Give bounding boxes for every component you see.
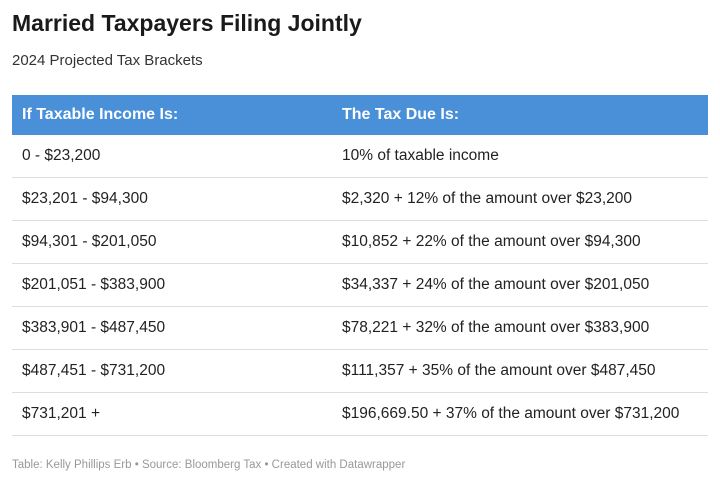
table-row: $23,201 - $94,300 $2,320 + 12% of the amo… bbox=[12, 177, 708, 221]
header-row: If Taxable Income Is: The Tax Due Is: bbox=[12, 95, 708, 135]
table-cell: $383,901 - $487,450 bbox=[12, 306, 332, 350]
table-cell: $731,201 + bbox=[12, 392, 332, 436]
table-row: $201,051 - $383,900 $34,337 + 24% of the … bbox=[12, 263, 708, 307]
table-cell: $94,301 - $201,050 bbox=[12, 220, 332, 264]
table-cell: 10% of taxable income bbox=[332, 135, 708, 178]
table-cell: $34,337 + 24% of the amount over $201,05… bbox=[332, 263, 708, 307]
table-cell: 0 - $23,200 bbox=[12, 135, 332, 178]
table-cell: $23,201 - $94,300 bbox=[12, 177, 332, 221]
table-cell: $487,451 - $731,200 bbox=[12, 349, 332, 393]
column-header: The Tax Due Is: bbox=[332, 95, 708, 135]
column-header: If Taxable Income Is: bbox=[12, 95, 332, 135]
footer: Table: Kelly Phillips Erb • Source: Bloo… bbox=[12, 459, 406, 471]
title: Married Taxpayers Filing Jointly bbox=[12, 10, 362, 36]
table-cell: $111,357 + 35% of the amount over $487,4… bbox=[332, 349, 708, 393]
table-row: $94,301 - $201,050 $10,852 + 22% of the a… bbox=[12, 220, 708, 264]
table-row: $383,901 - $487,450 $78,221 + 32% of the … bbox=[12, 306, 708, 350]
tax-table: If Taxable Income Is: The Tax Due Is: 0 -… bbox=[12, 95, 708, 436]
table-body: 0 - $23,200 10% of taxable income $23,201 … bbox=[12, 135, 708, 436]
table-cell: $201,051 - $383,900 bbox=[12, 263, 332, 307]
table-row: $731,201 + $196,669.50 + 37% of the amoun… bbox=[12, 392, 708, 436]
subtitle: 2024 Projected Tax Brackets bbox=[12, 52, 203, 69]
table-cell: $78,221 + 32% of the amount over $383,90… bbox=[332, 306, 708, 350]
table-row: $487,451 - $731,200 $111,357 + 35% of the… bbox=[12, 349, 708, 393]
table-cell: $196,669.50 + 37% of the amount over $73… bbox=[332, 392, 708, 436]
table-row: 0 - $23,200 10% of taxable income bbox=[12, 135, 708, 178]
table-cell: $10,852 + 22% of the amount over $94,300 bbox=[332, 220, 708, 264]
table-cell: $2,320 + 12% of the amount over $23,200 bbox=[332, 177, 708, 221]
